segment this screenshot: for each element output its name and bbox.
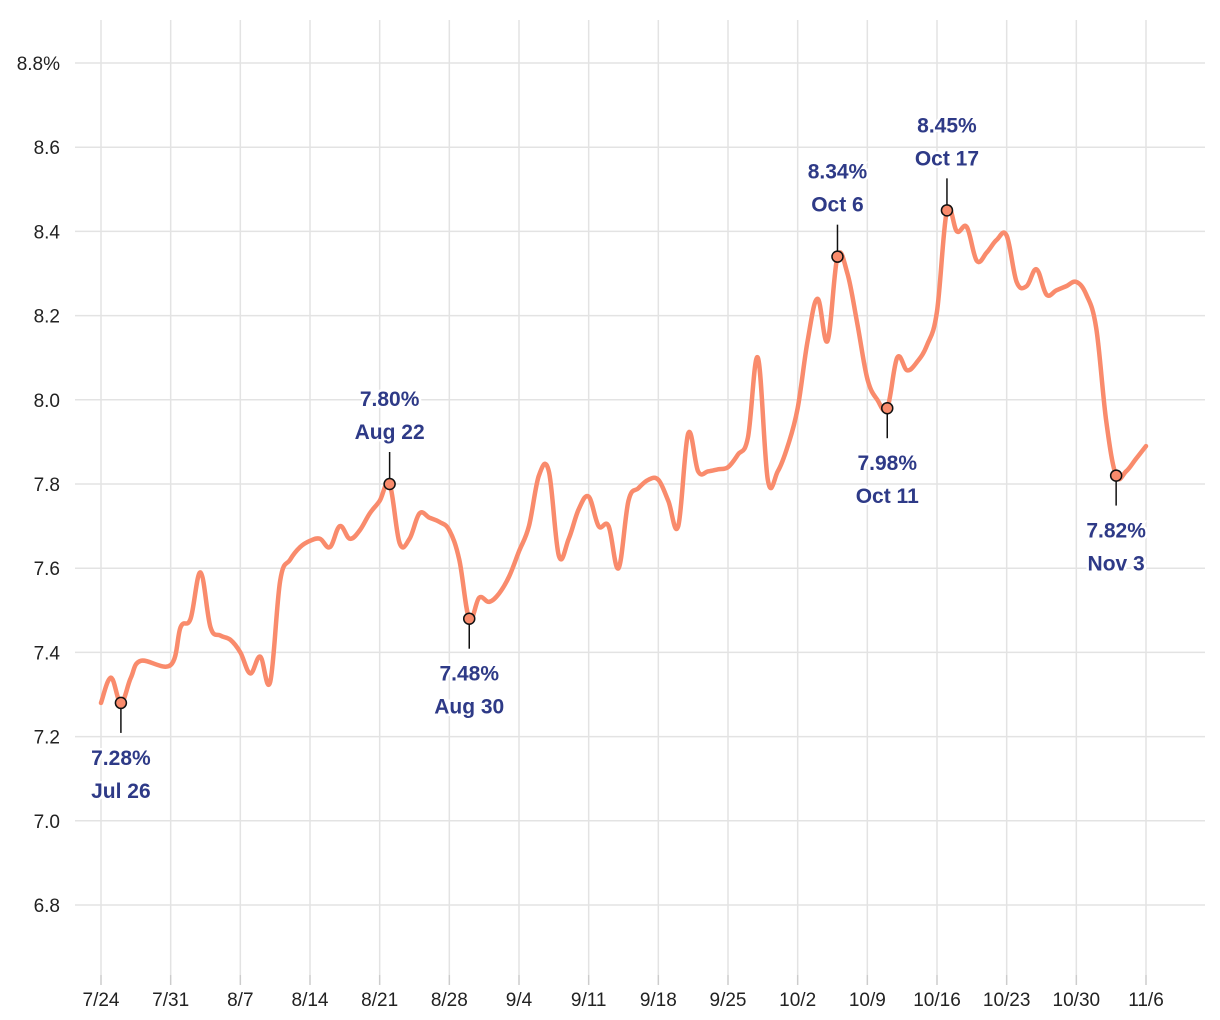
y-tick-label: 7.4 bbox=[34, 643, 61, 664]
y-tick-label: 8.8% bbox=[17, 54, 60, 75]
annotations: 7.28% Jul 26 7.80% Aug 22 7.48% Aug 30 8.34% Oc… bbox=[89, 112, 1149, 806]
annotation-date: Oct 11 bbox=[856, 485, 919, 508]
y-tick-label: 8.2 bbox=[34, 307, 60, 328]
annotation-value: 7.28% bbox=[91, 747, 151, 770]
data-point-marker bbox=[940, 204, 954, 217]
x-tick-label: 9/4 bbox=[506, 990, 533, 1011]
annotation-value: 7.48% bbox=[439, 663, 499, 686]
y-tick-label: 6.8 bbox=[34, 896, 60, 917]
data-point-marker bbox=[1109, 469, 1123, 482]
y-tick-label: 7.8 bbox=[34, 475, 60, 496]
annotation-value: 7.80% bbox=[360, 388, 420, 411]
y-tick-label: 8.4 bbox=[34, 222, 61, 243]
y-axis: 6.8 7.0 7.2 7.4 7.6 7.8 8.0 8.2 8.4 8.6 8.8% bbox=[17, 54, 61, 917]
annotation: 7.98% Oct 11 bbox=[853, 401, 922, 511]
x-tick-label: 9/25 bbox=[710, 990, 747, 1011]
annotation-date: Nov 3 bbox=[1088, 553, 1145, 576]
x-tick-label: 10/2 bbox=[779, 990, 816, 1011]
data-point-marker bbox=[462, 612, 476, 625]
annotation-value: 8.34% bbox=[808, 161, 868, 184]
annotation-value: 7.82% bbox=[1086, 520, 1146, 543]
gridlines bbox=[75, 20, 1205, 975]
annotation: 8.34% Oct 6 bbox=[805, 158, 870, 263]
x-tick-label: 9/11 bbox=[571, 990, 607, 1011]
annotation: 7.80% Aug 22 bbox=[352, 386, 427, 491]
annotation-value: 7.98% bbox=[857, 452, 917, 475]
y-tick-label: 7.2 bbox=[34, 728, 60, 749]
annotation-date: Jul 26 bbox=[91, 780, 151, 803]
annotation: 7.28% Jul 26 bbox=[89, 696, 154, 805]
x-tick-label: 7/31 bbox=[152, 990, 189, 1011]
x-tick-label: 8/7 bbox=[227, 990, 253, 1011]
annotation: 7.82% Nov 3 bbox=[1084, 469, 1149, 578]
x-tick-label: 7/24 bbox=[83, 990, 120, 1011]
annotation-date: Oct 17 bbox=[915, 147, 979, 170]
x-tick-label: 8/14 bbox=[292, 990, 329, 1011]
x-tick-label: 10/23 bbox=[983, 990, 1031, 1011]
x-tick-label: 9/18 bbox=[640, 990, 677, 1011]
annotation: 7.48% Aug 30 bbox=[432, 612, 507, 721]
y-tick-label: 8.0 bbox=[34, 391, 60, 412]
y-tick-label: 7.0 bbox=[34, 812, 60, 833]
x-tick-label: 11/6 bbox=[1128, 990, 1164, 1011]
annotation-value: 8.45% bbox=[917, 114, 977, 137]
y-tick-label: 7.6 bbox=[34, 559, 60, 580]
x-axis: 7/24 7/31 8/7 8/14 8/21 8/28 9/4 9/11 9/18 9/25 10… bbox=[83, 975, 1164, 1011]
annotation-date: Oct 6 bbox=[811, 194, 864, 217]
series-line-rate bbox=[98, 204, 1149, 706]
annotation: 8.45% Oct 17 bbox=[912, 112, 982, 217]
x-tick-label: 8/21 bbox=[361, 990, 398, 1011]
data-point-marker bbox=[383, 477, 396, 491]
data-point-marker bbox=[831, 250, 844, 263]
x-tick-label: 8/28 bbox=[431, 990, 468, 1011]
x-tick-label: 10/30 bbox=[1053, 990, 1101, 1011]
series-layer bbox=[98, 204, 1149, 706]
annotation-date: Aug 22 bbox=[355, 421, 425, 444]
y-tick-label: 8.6 bbox=[34, 138, 60, 159]
data-point-marker bbox=[880, 401, 894, 415]
data-point-marker bbox=[114, 696, 128, 710]
annotation-date: Aug 30 bbox=[434, 696, 504, 719]
x-tick-label: 10/16 bbox=[913, 990, 961, 1011]
x-tick-label: 10/9 bbox=[849, 990, 886, 1011]
